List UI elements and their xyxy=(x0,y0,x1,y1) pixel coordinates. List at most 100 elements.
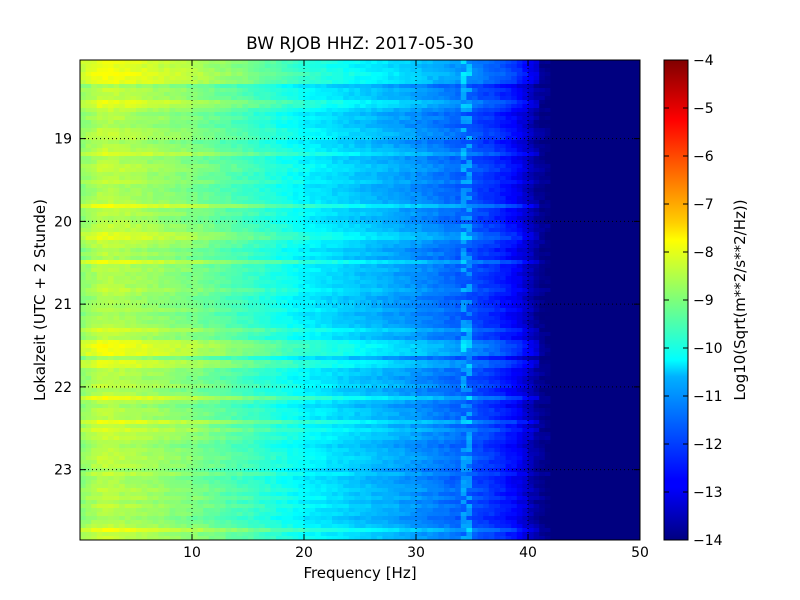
heatmap-cell xyxy=(203,72,210,77)
heatmap-cell xyxy=(410,212,417,217)
heatmap-cell xyxy=(561,236,568,241)
heatmap-cell xyxy=(371,212,378,217)
heatmap-cell xyxy=(175,216,182,221)
heatmap-cell xyxy=(292,208,299,213)
heatmap-cell xyxy=(494,112,501,117)
heatmap-cell xyxy=(500,136,507,141)
heatmap-cell xyxy=(416,92,423,97)
heatmap-cell xyxy=(287,100,294,105)
heatmap-cell xyxy=(214,80,221,85)
heatmap-cell xyxy=(522,112,529,117)
heatmap-cell xyxy=(337,120,344,125)
heatmap-cell xyxy=(175,184,182,189)
heatmap-cell xyxy=(382,76,389,81)
heatmap-cell xyxy=(584,196,591,201)
heatmap-cell xyxy=(320,184,327,189)
heatmap-cell xyxy=(102,124,109,129)
heatmap-cell xyxy=(141,168,148,173)
heatmap-cell xyxy=(113,256,120,261)
heatmap-cell xyxy=(96,88,103,93)
heatmap-cell xyxy=(108,244,115,249)
heatmap-cell xyxy=(80,160,87,165)
heatmap-cell xyxy=(623,204,630,209)
heatmap-cell xyxy=(124,132,131,137)
heatmap-cell xyxy=(494,252,501,257)
heatmap-cell xyxy=(175,192,182,197)
heatmap-cell xyxy=(309,80,316,85)
heatmap-cell xyxy=(404,236,411,241)
heatmap-cell xyxy=(158,148,165,153)
heatmap-cell xyxy=(292,112,299,117)
heatmap-cell xyxy=(186,112,193,117)
heatmap-cell xyxy=(494,256,501,261)
heatmap-cell xyxy=(600,228,607,233)
heatmap-cell xyxy=(628,60,635,65)
heatmap-cell xyxy=(516,60,523,65)
heatmap-cell xyxy=(483,96,490,101)
heatmap-cell xyxy=(404,152,411,157)
heatmap-cell xyxy=(253,240,260,245)
heatmap-cell xyxy=(192,180,199,185)
heatmap-cell xyxy=(365,240,372,245)
heatmap-cell xyxy=(578,164,585,169)
heatmap-cell xyxy=(567,228,574,233)
heatmap-cell xyxy=(567,204,574,209)
heatmap-cell xyxy=(304,192,311,197)
heatmap-cell xyxy=(399,140,406,145)
heatmap-cell xyxy=(203,80,210,85)
heatmap-cell xyxy=(500,112,507,117)
heatmap-cell xyxy=(477,196,484,201)
heatmap-cell xyxy=(600,216,607,221)
heatmap-cell xyxy=(248,220,255,225)
heatmap-cell xyxy=(281,84,288,89)
heatmap-cell xyxy=(505,216,512,221)
heatmap-cell xyxy=(208,132,215,137)
heatmap-cell xyxy=(444,200,451,205)
heatmap-cell xyxy=(516,144,523,149)
heatmap-cell xyxy=(483,232,490,237)
heatmap-cell xyxy=(85,180,92,185)
heatmap-cell xyxy=(376,128,383,133)
heatmap-cell xyxy=(270,212,277,217)
heatmap-cell xyxy=(208,188,215,193)
heatmap-cell xyxy=(304,168,311,173)
heatmap-cell xyxy=(421,152,428,157)
heatmap-cell xyxy=(236,248,243,253)
heatmap-cell xyxy=(460,216,467,221)
heatmap-cell xyxy=(382,100,389,105)
heatmap-cell xyxy=(382,248,389,253)
heatmap-cell xyxy=(410,196,417,201)
heatmap-cell xyxy=(427,172,434,177)
heatmap-cell xyxy=(91,220,98,225)
heatmap-cell xyxy=(264,80,271,85)
heatmap-cell xyxy=(589,132,596,137)
heatmap-cell xyxy=(264,240,271,245)
heatmap-cell xyxy=(399,184,406,189)
heatmap-cell xyxy=(141,84,148,89)
heatmap-cell xyxy=(628,168,635,173)
heatmap-cell xyxy=(528,212,535,217)
heatmap-cell xyxy=(617,76,624,81)
heatmap-cell xyxy=(578,236,585,241)
heatmap-cell xyxy=(214,188,221,193)
heatmap-cell xyxy=(488,96,495,101)
heatmap-cell xyxy=(225,244,232,249)
heatmap-cell xyxy=(108,140,115,145)
heatmap-cell xyxy=(320,176,327,181)
heatmap-cell xyxy=(634,60,640,65)
heatmap-cell xyxy=(578,148,585,153)
heatmap-cell xyxy=(376,164,383,169)
heatmap-cell xyxy=(561,216,568,221)
heatmap-cell xyxy=(119,164,126,169)
heatmap-cell xyxy=(119,252,126,257)
heatmap-cell xyxy=(488,148,495,153)
heatmap-cell xyxy=(315,104,322,109)
heatmap-cell xyxy=(438,184,445,189)
heatmap-cell xyxy=(292,80,299,85)
heatmap-cell xyxy=(477,68,484,73)
heatmap-cell xyxy=(617,104,624,109)
heatmap-cell xyxy=(421,100,428,105)
heatmap-cell xyxy=(91,68,98,73)
heatmap-cell xyxy=(96,212,103,217)
heatmap-cell xyxy=(544,100,551,105)
